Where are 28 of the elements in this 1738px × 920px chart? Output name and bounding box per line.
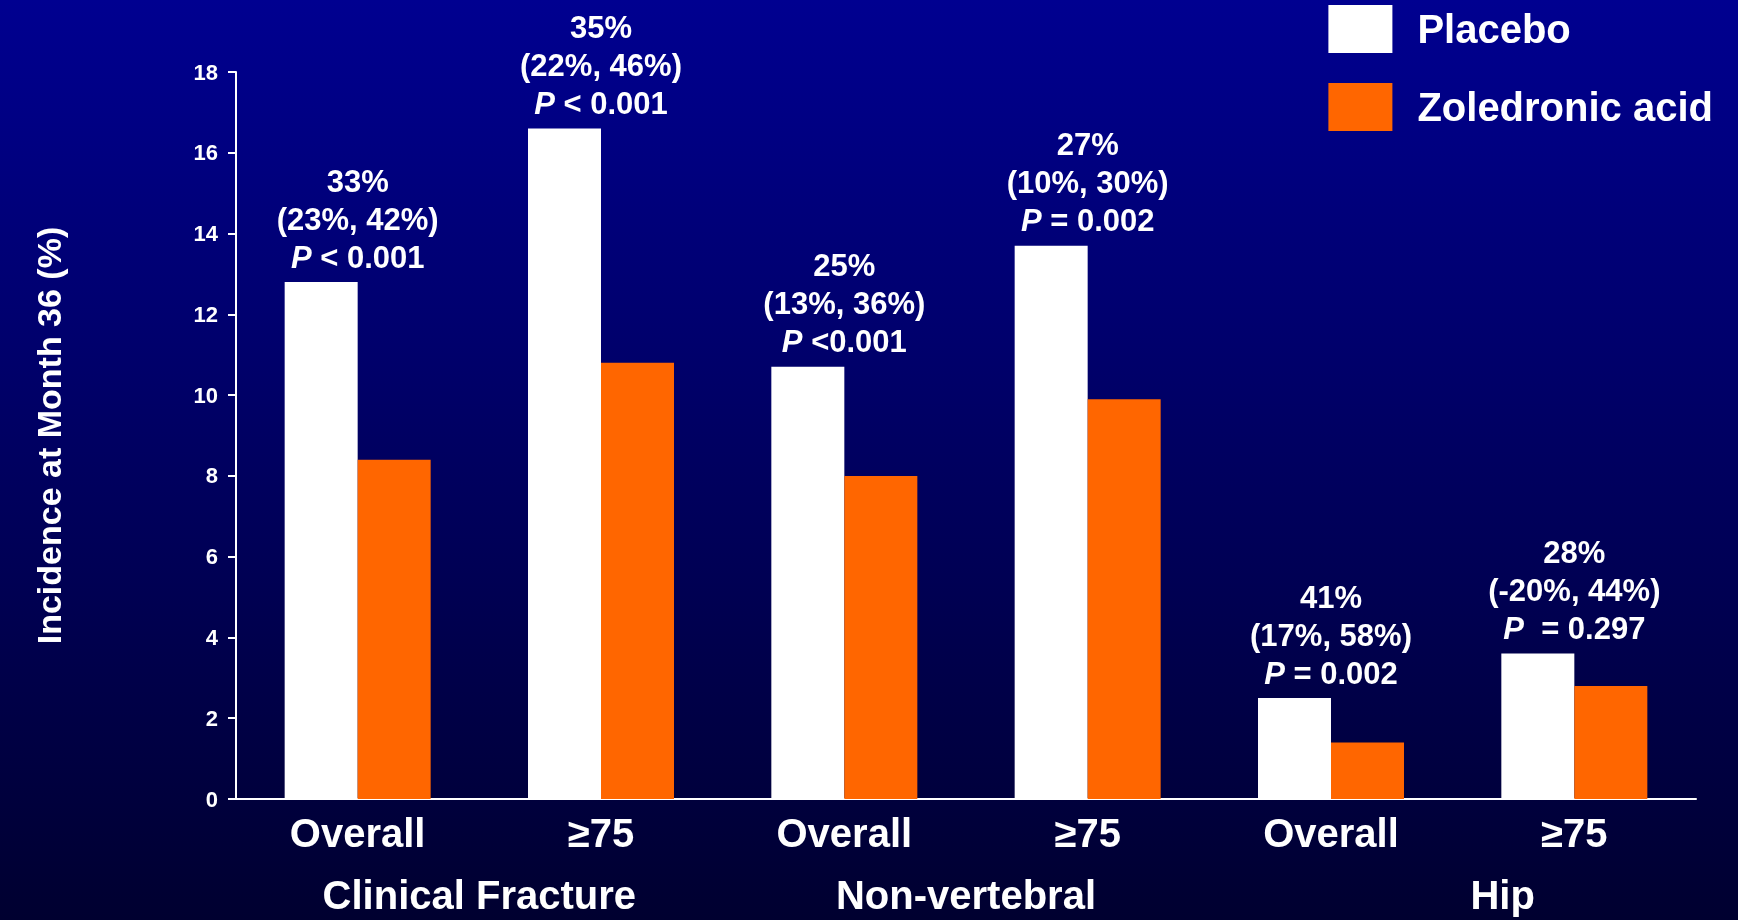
y-tick-label: 10 [193,382,218,408]
y-tick-label: 18 [193,59,218,85]
y-tick-label: 4 [205,624,219,650]
annotation: 33% (23%, 42%) P < 0.001 [276,163,439,275]
y-tick-label: 14 [193,221,219,247]
x-tick-label: ≥75 [1541,811,1608,855]
y-tick-label: 8 [205,463,218,489]
y-tick-label: 0 [205,786,218,812]
y-tick-label: 2 [205,705,218,731]
annotation: 28% (-20%, 44%) P = 0.297 [1488,535,1661,647]
annotation: 25% (13%, 36%) P <0.001 [763,248,926,360]
x-tick-label: Overall [289,811,426,855]
x-tick-label: ≥75 [1054,811,1121,855]
x-tick-label: ≥75 [567,811,635,855]
text: Non-vertebral [835,873,1097,917]
annotation: 27% (10%, 30%) P = 0.002 [1006,127,1169,239]
text: Clinical Fracture [322,873,637,917]
y-tick-label: 16 [193,140,218,166]
legend-label: Placebo [1417,7,1571,51]
x-tick-label: Overall [776,811,913,855]
y-tick-label: 6 [205,544,218,570]
y-axis-title: Incidence at Month 36 (%) [30,226,68,645]
legend-label: Zoledronic acid [1417,85,1713,129]
y-tick-label: 12 [193,301,218,327]
x-tick-label: Overall [1263,811,1399,855]
annotation: 41% (17%, 58%) P = 0.002 [1250,579,1412,691]
text: Hip [1470,873,1535,917]
annotation: 35% (22%, 46%) P < 0.001 [520,10,682,122]
